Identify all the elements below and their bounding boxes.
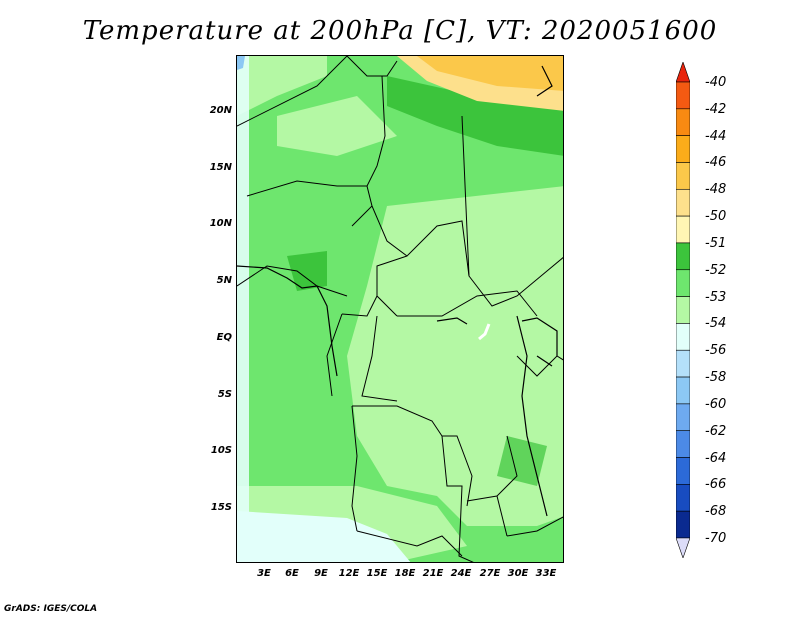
lon-label-24e: 24E bbox=[450, 568, 472, 579]
field-minus-54-north-patch bbox=[277, 96, 397, 156]
colorbar-tick-label: -66 bbox=[705, 477, 727, 493]
colorbar-bin bbox=[676, 323, 690, 351]
colorbar-tick-label: -44 bbox=[705, 128, 727, 144]
colorbar-tick-label: -53 bbox=[705, 289, 727, 305]
colorbar-bin bbox=[676, 457, 690, 485]
colorbar-tick-label: -40 bbox=[705, 75, 727, 90]
colorbar-tick-label: -51 bbox=[705, 235, 727, 251]
lon-label-27e: 27E bbox=[479, 568, 501, 579]
lat-label-5s: 5S bbox=[217, 389, 232, 400]
lon-label-6e: 6E bbox=[285, 568, 299, 579]
lake-mark bbox=[478, 323, 491, 341]
colorbar bbox=[676, 62, 690, 558]
colorbar-tick-label: -68 bbox=[705, 504, 727, 520]
field-minus-48-north-east bbox=[417, 56, 563, 91]
lat-label-15n: 15N bbox=[209, 162, 232, 173]
colorbar-bin bbox=[676, 162, 690, 190]
colorbar-bin bbox=[676, 296, 690, 324]
colorbar-bin bbox=[676, 484, 690, 512]
colorbar-tick-label: -52 bbox=[705, 262, 727, 278]
colorbar-bin bbox=[676, 510, 690, 539]
lat-label-15s: 15S bbox=[210, 502, 232, 513]
colorbar-tick-label: -64 bbox=[705, 450, 727, 466]
map-plot-area bbox=[236, 55, 564, 563]
country-borders bbox=[237, 56, 563, 562]
colorbar-bin bbox=[676, 430, 690, 458]
colorbar-tick-label: -50 bbox=[705, 209, 727, 225]
lon-label-9e: 9E bbox=[314, 568, 328, 579]
lat-label-10n: 10N bbox=[209, 218, 232, 229]
lat-label-eq: EQ bbox=[216, 332, 232, 343]
colorbar-tick-label: -62 bbox=[705, 423, 727, 439]
colorbar-bin bbox=[676, 135, 690, 163]
colorbar-bin bbox=[676, 188, 690, 217]
lon-label-18e: 18E bbox=[394, 568, 416, 579]
colorbar-bin bbox=[676, 108, 690, 136]
field-minus-54-nw-patch bbox=[237, 56, 327, 116]
colorbar-tick-label: -60 bbox=[705, 396, 727, 412]
field-minus-56-south-west bbox=[237, 511, 411, 562]
lat-label-10s: 10S bbox=[210, 445, 232, 456]
lon-label-3e: 3E bbox=[257, 568, 271, 579]
field-minus-56-west-edge bbox=[237, 56, 249, 562]
colorbar-tick-label: -56 bbox=[705, 343, 727, 359]
colorbar-bin bbox=[676, 376, 690, 405]
lon-label-12e: 12E bbox=[338, 568, 360, 579]
lon-label-33e: 33E bbox=[535, 568, 557, 579]
colorbar-arrow-bottom bbox=[676, 537, 690, 558]
temperature-field-map bbox=[237, 56, 563, 562]
colorbar-bin bbox=[676, 403, 690, 432]
colorbar-tick-label: -70 bbox=[705, 531, 727, 546]
colorbar-bin bbox=[676, 81, 690, 110]
colorbar-tick-label: -58 bbox=[705, 370, 727, 386]
colorbar-tick-label: -54 bbox=[705, 316, 727, 332]
lat-label-20n: 20N bbox=[209, 105, 232, 116]
lon-label-30e: 30E bbox=[507, 568, 529, 579]
lat-label-5n: 5N bbox=[216, 275, 232, 286]
colorbar-tick-label: -42 bbox=[705, 101, 727, 117]
lon-label-21e: 21E bbox=[422, 568, 444, 579]
field-minus-58-corner bbox=[237, 56, 245, 70]
chart-title: Temperature at 200hPa [C], VT: 202005160… bbox=[82, 16, 718, 46]
field-minus-52-patch-1 bbox=[287, 251, 327, 291]
lon-label-15e: 15E bbox=[366, 568, 388, 579]
coastlines-and-lakes bbox=[237, 65, 558, 517]
colorbar-tick-label: -46 bbox=[705, 155, 727, 171]
grads-credit: GrADS: IGES/COLA bbox=[4, 604, 98, 614]
colorbar-bin bbox=[676, 269, 690, 297]
colorbar-bin bbox=[676, 215, 690, 244]
colorbar-bin bbox=[676, 349, 690, 378]
field-minus-52-north-band bbox=[387, 76, 563, 156]
colorbar-bin bbox=[676, 242, 690, 271]
field-minus-52-patch-2 bbox=[497, 436, 547, 486]
colorbar-tick-label: -48 bbox=[705, 182, 727, 198]
colorbar-arrow-top bbox=[676, 62, 690, 83]
